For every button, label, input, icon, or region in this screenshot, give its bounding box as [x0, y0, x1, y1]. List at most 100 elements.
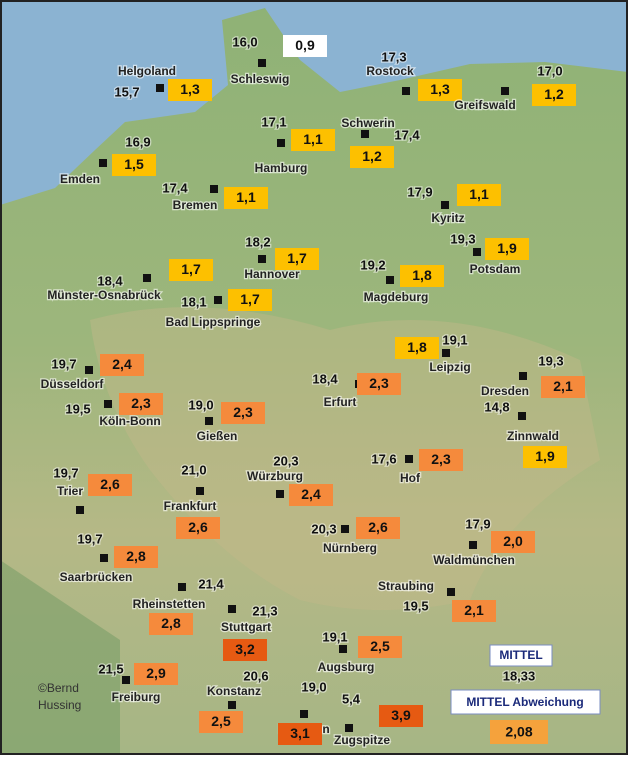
- station-marker: [276, 490, 284, 498]
- station-name: Freiburg: [112, 690, 161, 704]
- deviation-box: [485, 238, 529, 260]
- station-temperature: 18,2: [245, 234, 270, 249]
- station-deviation: 2,5: [370, 638, 390, 654]
- station-marker: [300, 710, 308, 718]
- station-deviation: 2,6: [100, 476, 120, 492]
- station-deviation: 0,9: [295, 37, 315, 53]
- station-temperature: 18,4: [97, 273, 123, 288]
- station-deviation: 1,7: [181, 261, 201, 277]
- station-temperature: 17,3: [381, 49, 406, 64]
- deviation-box: [134, 663, 178, 685]
- station-name: Erfurt: [324, 395, 357, 409]
- station-deviation: 1,8: [407, 339, 427, 355]
- station-marker: [339, 645, 347, 653]
- station-temperature: 19,5: [403, 598, 428, 613]
- deviation-box: [523, 446, 567, 468]
- station-name: Zinnwald: [507, 429, 559, 443]
- station-name: Schleswig: [231, 72, 290, 86]
- station-temperature: 20,6: [243, 668, 268, 683]
- station-temperature: 21,3: [252, 603, 277, 618]
- station-temperature: 19,0: [301, 679, 326, 694]
- station-marker: [277, 139, 285, 147]
- deviation-box: [275, 248, 319, 270]
- station-marker: [196, 487, 204, 495]
- station-name: Hannover: [244, 267, 300, 281]
- station-deviation: 2,1: [553, 378, 573, 394]
- deviation-box: [532, 84, 576, 106]
- station-deviation: 2,6: [188, 519, 208, 535]
- station-deviation: 1,3: [180, 81, 200, 97]
- station-temperature: 19,1: [322, 629, 347, 644]
- station-deviation: 3,1: [290, 725, 310, 741]
- station-temperature: 21,4: [198, 576, 224, 591]
- station-name: Nürnberg: [323, 541, 377, 555]
- station-deviation: 2,4: [301, 486, 321, 502]
- station-deviation: 1,7: [287, 250, 307, 266]
- station-marker: [104, 400, 112, 408]
- station-temperature: 21,5: [98, 661, 123, 676]
- station-deviation: 1,9: [497, 240, 517, 256]
- station-temperature: 19,7: [77, 531, 102, 546]
- station-marker: [100, 554, 108, 562]
- station-name: Magdeburg: [364, 290, 429, 304]
- station-marker: [518, 412, 526, 420]
- deviation-box: [228, 289, 272, 311]
- station-marker: [258, 59, 266, 67]
- station-deviation: 1,1: [303, 131, 323, 147]
- station-deviation: 1,7: [240, 291, 260, 307]
- station-marker: [341, 525, 349, 533]
- station-marker: [122, 676, 130, 684]
- station-deviation: 2,8: [126, 548, 146, 564]
- deviation-box: [400, 265, 444, 287]
- station-marker: [210, 185, 218, 193]
- station-temperature: 18,1: [181, 294, 206, 309]
- deviation-box: [289, 484, 333, 506]
- station-name: Würzburg: [247, 469, 303, 483]
- station-deviation: 1,8: [412, 267, 432, 283]
- deviation-box: [221, 402, 265, 424]
- station-name: Zugspitze: [334, 733, 390, 747]
- station-deviation: 1,2: [362, 148, 382, 164]
- mean-deviation-label-box: [450, 689, 601, 715]
- credit: Hussing: [38, 698, 81, 712]
- deviation-box: [358, 636, 402, 658]
- deviation-box: [419, 449, 463, 471]
- station-deviation: 2,0: [503, 533, 523, 549]
- deviation-box: [88, 474, 132, 496]
- deviation-box: [114, 546, 158, 568]
- deviation-box: [379, 705, 423, 727]
- station-name: Rheinstetten: [133, 597, 206, 611]
- station-name: Bremen: [173, 198, 218, 212]
- deviation-box: [168, 79, 212, 101]
- station-temperature: 19,1: [442, 332, 467, 347]
- station-deviation: 2,8: [161, 615, 181, 631]
- station-name: Dresden: [481, 384, 529, 398]
- station-marker: [447, 588, 455, 596]
- station-marker: [205, 417, 213, 425]
- mean-label-box: [489, 644, 553, 667]
- deviation-box: [149, 613, 193, 635]
- deviation-box: [457, 184, 501, 206]
- station-marker: [143, 274, 151, 282]
- station-temperature: 15,7: [114, 84, 139, 99]
- station-name: Schwerin: [341, 116, 394, 130]
- station-temperature: 14,8: [484, 399, 509, 414]
- deviation-box: [291, 129, 335, 151]
- station-marker: [402, 87, 410, 95]
- mean-deviation-label: MITTEL Abweichung: [466, 695, 583, 709]
- station-marker: [473, 248, 481, 256]
- station-temperature: 20,3: [311, 521, 336, 536]
- station-name: Greifswald: [454, 98, 515, 112]
- station-marker: [228, 605, 236, 613]
- station-marker: [361, 130, 369, 138]
- deviation-box: [350, 146, 394, 168]
- station-name: Waldmünchen: [433, 553, 515, 567]
- station-marker: [228, 701, 236, 709]
- station-temperature: 17,4: [394, 127, 420, 142]
- station-deviation: 1,5: [124, 156, 144, 172]
- mean-deviation-box: [490, 720, 548, 744]
- station-deviation: 1,3: [430, 81, 450, 97]
- station-temperature: 19,2: [360, 257, 385, 272]
- station-name: Kyritz: [431, 211, 464, 225]
